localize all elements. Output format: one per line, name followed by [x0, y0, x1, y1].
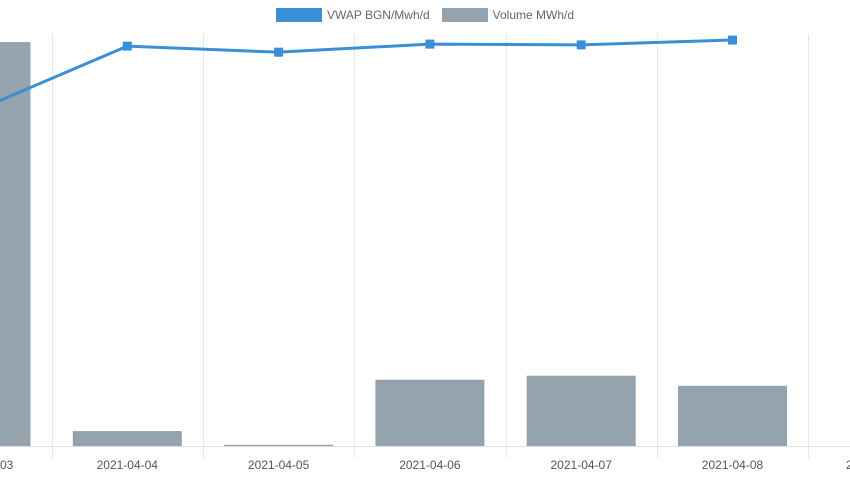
bar-volume-2021-04-07	[526, 375, 636, 446]
bar-volume-2021-04-04	[72, 431, 182, 446]
x-tick-label: 2	[846, 458, 850, 472]
legend-label-vwap: VWAP BGN/Mwh/d	[326, 8, 430, 22]
legend-swatch-volume	[441, 8, 488, 22]
bar-volume-2021-04-06	[375, 379, 485, 446]
bar-volume-2021-04-08	[678, 385, 787, 446]
point-vwap-2021-04-07	[576, 40, 586, 50]
legend: VWAP BGN/Mwh/d Volume MWh/d	[0, 8, 850, 22]
point-vwap-2021-04-06	[425, 39, 435, 49]
x-tick-label: 2021-04-04	[97, 458, 159, 472]
x-tick-label: 2021-04-07	[551, 458, 613, 472]
x-tick-label: 2021-04-06	[399, 458, 461, 472]
x-tick-label: 03	[0, 458, 14, 472]
bar-volume-2021-04-03	[0, 42, 31, 446]
x-tick-label: 2021-04-08	[702, 458, 764, 472]
point-vwap-2021-04-08	[728, 35, 737, 45]
bar-volume-2021-04-05	[224, 444, 334, 446]
point-vwap-2021-04-05	[274, 47, 284, 57]
legend-swatch-vwap	[275, 8, 322, 22]
x-tick-label: 2021-04-05	[248, 458, 310, 472]
line-vwap	[0, 38, 733, 103]
legend-label-volume: Volume MWh/d	[492, 8, 575, 22]
legend-item-vwap[interactable]: VWAP BGN/Mwh/d	[275, 8, 430, 22]
legend-item-volume[interactable]: Volume MWh/d	[441, 8, 575, 22]
point-vwap-2021-04-04	[122, 41, 132, 51]
